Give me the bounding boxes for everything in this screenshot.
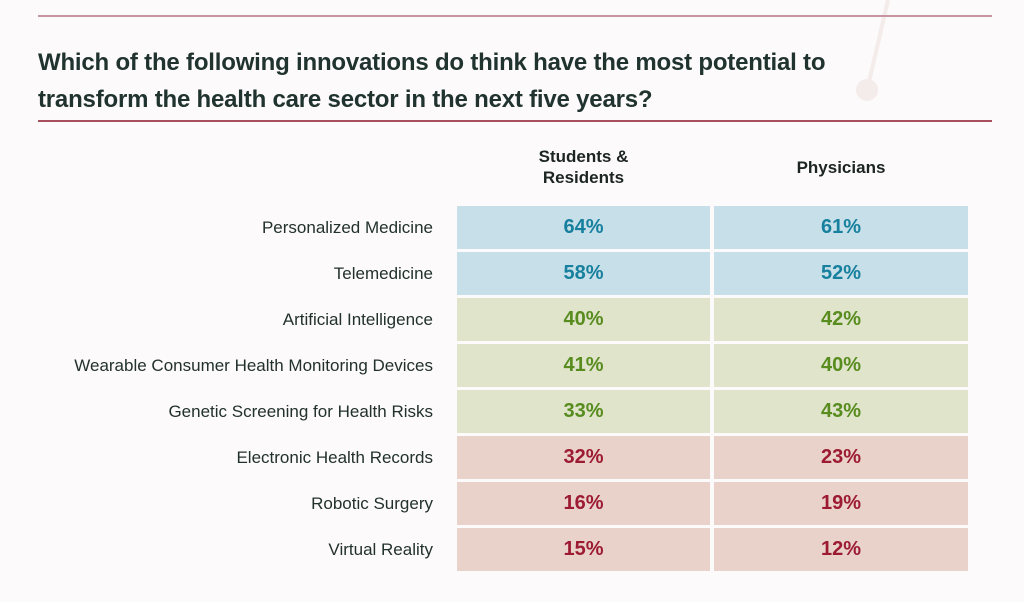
students-residents-value: 32% [457, 436, 710, 479]
row-label: Genetic Screening for Health Risks [168, 401, 433, 421]
row-label: Personalized Medicine [261, 217, 433, 237]
row-label: Artificial Intelligence [282, 309, 433, 329]
table-row: Personalized Medicine 64% 61% [14, 206, 968, 249]
table-row: Artificial Intelligence 40% 42% [14, 298, 968, 341]
column-header-physicians: Physicians [796, 157, 886, 177]
pendulum-decoration [856, 0, 890, 101]
students-residents-value: 16% [457, 482, 710, 525]
bottom-divider-rule [38, 120, 992, 122]
students-residents-value: 64% [457, 206, 710, 249]
top-divider-rule [38, 15, 992, 17]
column-headers: Students & Residents Physicians [457, 140, 968, 194]
row-label: Telemedicine [333, 263, 433, 283]
table-row: Wearable Consumer Health Monitoring Devi… [14, 344, 968, 387]
students-residents-value: 40% [457, 298, 710, 341]
physicians-value: 23% [714, 436, 968, 479]
table-row: Electronic Health Records 32% 23% [14, 436, 968, 479]
table-row: Virtual Reality 15% 12% [14, 528, 968, 571]
row-label: Electronic Health Records [236, 447, 433, 467]
row-label: Robotic Surgery [311, 493, 433, 513]
students-residents-value: 58% [457, 252, 710, 295]
table-row: Telemedicine 58% 52% [14, 252, 968, 295]
students-residents-value: 33% [457, 390, 710, 433]
physicians-value: 40% [714, 344, 968, 387]
results-table: Personalized Medicine 64% 61% Telemedici… [14, 206, 968, 571]
column-header-students-residents: Students & Residents [538, 147, 629, 187]
physicians-value: 61% [714, 206, 968, 249]
physicians-value: 19% [714, 482, 968, 525]
page-title: Which of the following innovations do th… [38, 49, 826, 114]
students-residents-value: 41% [457, 344, 710, 387]
physicians-value: 52% [714, 252, 968, 295]
row-label: Wearable Consumer Health Monitoring Devi… [74, 355, 433, 375]
table-row: Genetic Screening for Health Risks 33% 4… [14, 390, 968, 433]
table-row: Robotic Surgery 16% 19% [14, 482, 968, 525]
physicians-value: 12% [714, 528, 968, 571]
students-residents-value: 15% [457, 528, 710, 571]
physicians-value: 42% [714, 298, 968, 341]
row-label: Virtual Reality [328, 539, 433, 559]
physicians-value: 43% [714, 390, 968, 433]
